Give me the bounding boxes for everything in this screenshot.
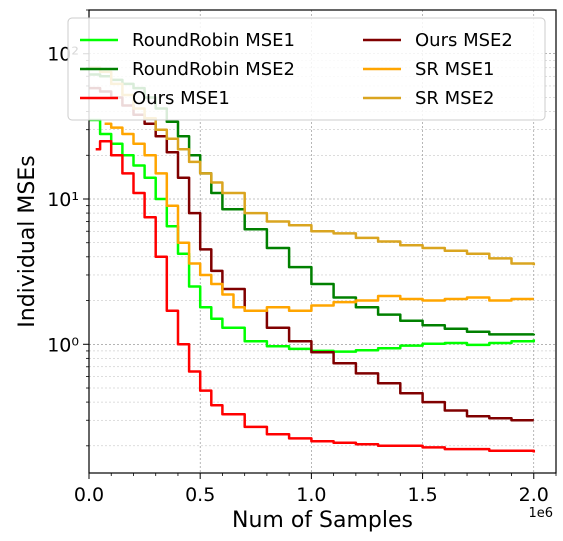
legend-label: Ours MSE2 (415, 30, 513, 51)
legend-label: RoundRobin MSE2 (132, 59, 295, 80)
x-tick-label: 0.5 (185, 484, 215, 506)
x-tick-label: 0.0 (74, 484, 104, 506)
y-tick-label: 10¹ (47, 189, 79, 211)
series-line (95, 139, 536, 453)
plot-frame (88, 9, 557, 474)
legend-label: Ours MSE1 (132, 88, 230, 109)
x-tick-label: 1.0 (296, 484, 326, 506)
legend-box (67, 17, 546, 121)
x-tick-label: 2.0 (519, 484, 549, 506)
x-offset-label: 1e6 (528, 506, 553, 521)
series-line (104, 122, 534, 313)
legend-label: SR MSE1 (415, 59, 494, 80)
x-axis-title: Num of Samples (232, 508, 413, 533)
y-tick-label: 10⁰ (47, 334, 79, 356)
y-axis-title: Individual MSEs (15, 155, 40, 327)
legend-label: RoundRobin MSE1 (132, 30, 295, 51)
x-tick-label: 1.5 (407, 484, 437, 506)
legend-label: SR MSE2 (415, 88, 494, 109)
legend: RoundRobin MSE1 RoundRobin MSE2 Ours MSE1 O… (67, 17, 546, 121)
series-line (89, 118, 536, 353)
